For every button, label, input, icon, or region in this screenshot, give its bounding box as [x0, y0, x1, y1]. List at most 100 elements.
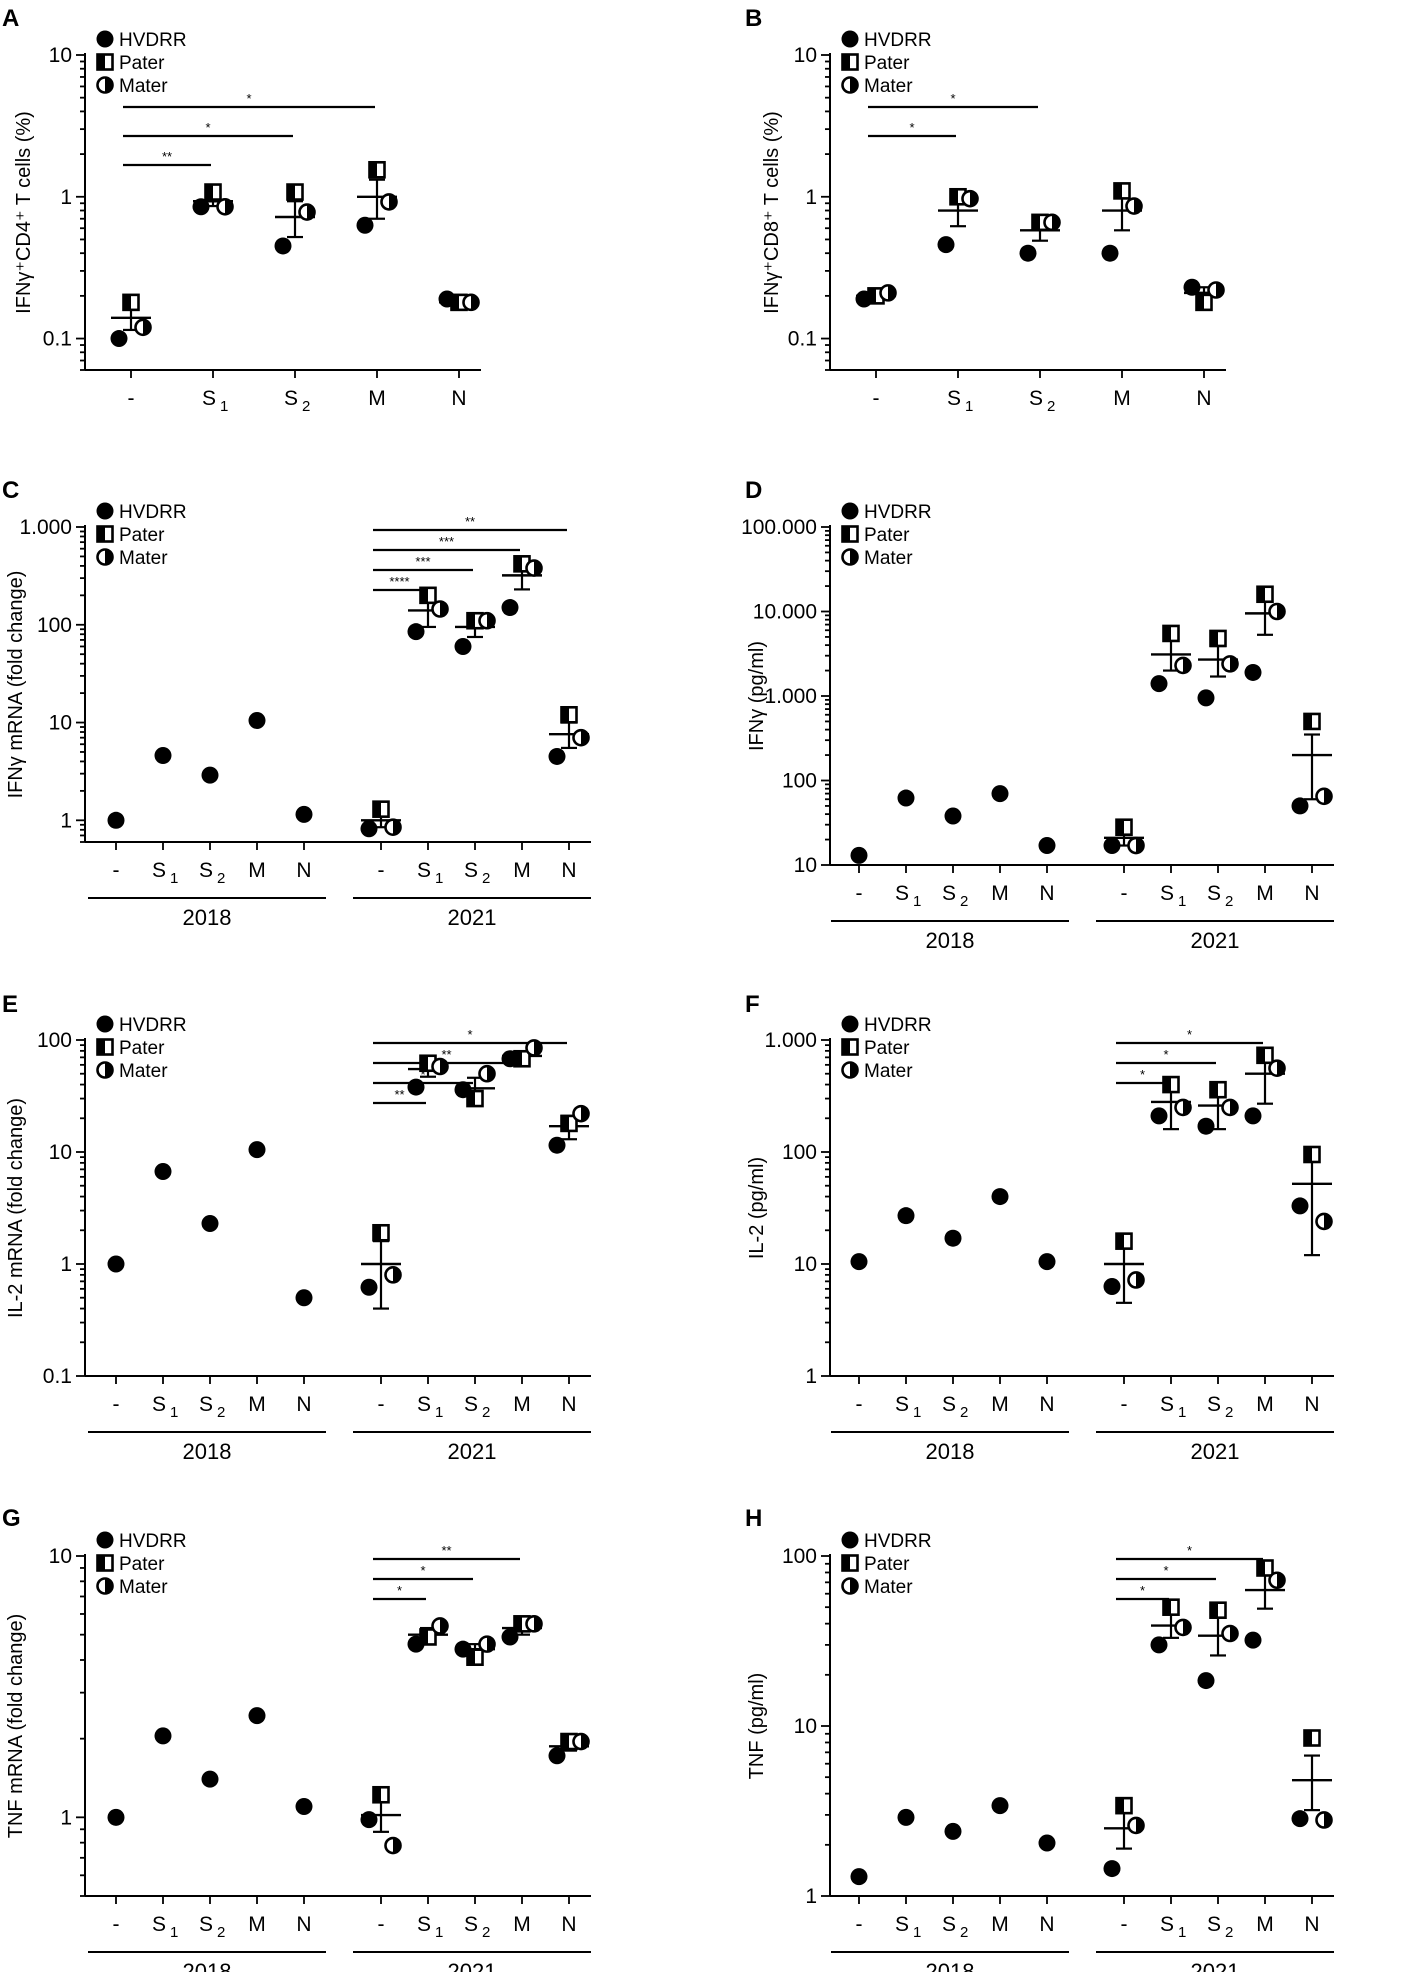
marker-pater-half [373, 801, 381, 817]
marker-hvdrr [897, 1207, 915, 1225]
x-tick-label: S [199, 1913, 213, 1936]
marker-mater [1174, 1618, 1192, 1637]
marker-pater [1256, 1559, 1274, 1577]
x-tick-subscript: 2 [302, 398, 310, 415]
marker-mater [478, 611, 496, 630]
marker-pater-half [1196, 294, 1204, 310]
marker-pater [286, 183, 304, 201]
marker-pater-half [1114, 183, 1122, 199]
marker-hvdrr [96, 1531, 114, 1549]
marker-hvdrr [201, 1214, 219, 1232]
marker-pater [1115, 818, 1133, 837]
marker-pater-half [1116, 1233, 1124, 1249]
x-tick-label: S [464, 1913, 478, 1936]
marker-mater [525, 1615, 543, 1633]
x-tick-label: N [451, 387, 466, 410]
x-tick-label: N [561, 859, 576, 882]
marker-pater-half [373, 1225, 381, 1241]
group-label: 2021 [448, 1959, 497, 1972]
marker-pater [1303, 712, 1321, 731]
marker-pater [1162, 1075, 1180, 1094]
marker-mater [478, 1064, 496, 1083]
significance-label: * [909, 120, 914, 135]
marker-hvdrr [1038, 837, 1056, 855]
marker-hvdrr [991, 1797, 1009, 1815]
marker-pater [1209, 1080, 1227, 1099]
marker-pater-half [1304, 713, 1312, 729]
x-tick-label: S [895, 1393, 909, 1416]
x-tick-subscript: 2 [1225, 893, 1233, 910]
marker-mater [462, 293, 480, 312]
marker-pater [841, 1554, 859, 1572]
legend-item-pater: Pater [841, 53, 910, 74]
marker-mater [1315, 1212, 1333, 1231]
marker-hvdrr [360, 1811, 378, 1829]
legend-label-hvdrr: HVDRR [864, 1531, 932, 1552]
marker-hvdrr [110, 330, 128, 348]
x-tick-subscript: 1 [435, 1404, 443, 1421]
x-tick-label: N [1304, 1393, 1319, 1416]
marker-mater [384, 1266, 402, 1284]
marker-mater [572, 1732, 590, 1751]
marker-mater-half [307, 204, 315, 220]
group-label: 2018 [926, 1959, 975, 1972]
marker-mater-half [487, 613, 495, 629]
marker-hvdrr [841, 502, 859, 520]
legend-item-pater: Pater [841, 1038, 910, 1059]
marker-pater-half [205, 184, 213, 200]
marker-mater-half [471, 294, 479, 310]
x-tick-label: N [1039, 882, 1054, 905]
x-tick-subscript: 1 [913, 1404, 921, 1421]
marker-hvdrr [1103, 1277, 1121, 1295]
panel-label: C [2, 477, 19, 504]
x-tick-label: S [199, 859, 213, 882]
marker-mater [298, 203, 316, 221]
x-tick-label: N [296, 1913, 311, 1936]
marker-mater-half [850, 1062, 858, 1078]
significance-label: * [1187, 1543, 1192, 1558]
x-tick-label: S [942, 1913, 956, 1936]
legend-item-hvdrr: HVDRR [841, 1015, 932, 1036]
marker-mater-half [581, 730, 589, 746]
y-tick-label: 100 [37, 614, 72, 637]
marker-pater-half [1116, 1798, 1124, 1814]
x-tick-label: S [1029, 387, 1043, 410]
mean-sem [1292, 1754, 1332, 1812]
marker-pater-half [1304, 1730, 1312, 1746]
marker-mater-half [393, 1838, 401, 1854]
marker-mater [1221, 1624, 1239, 1643]
marker-mater-half [143, 319, 151, 335]
marker-hvdrr [501, 1628, 519, 1646]
marker-mater [134, 318, 152, 337]
legend-item-mater: Mater [841, 76, 913, 97]
marker-hvdrr [192, 198, 210, 216]
marker-hvdrr [107, 1808, 125, 1826]
marker-mater [841, 76, 859, 94]
x-tick-label: M [513, 859, 531, 882]
marker-mater-half [1052, 214, 1060, 230]
marker-mater-half [1277, 604, 1285, 619]
marker-hvdrr [1244, 663, 1262, 681]
group-label: 2018 [183, 905, 232, 930]
marker-hvdrr [991, 785, 1009, 803]
marker-pater-half [1210, 1602, 1218, 1618]
marker-hvdrr [1291, 1810, 1309, 1828]
marker-hvdrr [991, 1188, 1009, 1206]
marker-pater [96, 1038, 114, 1056]
marker-pater [122, 293, 140, 312]
marker-mater [1043, 213, 1061, 232]
marker-pater [1162, 1598, 1180, 1616]
marker-pater [841, 53, 859, 71]
marker-pater-half [950, 189, 958, 205]
marker-mater [96, 76, 114, 94]
marker-pater-half [561, 1734, 569, 1750]
marker-mater-half [534, 1616, 542, 1632]
marker-mater [384, 1836, 402, 1855]
marker-pater-half [97, 1039, 105, 1055]
x-tick-label: S [947, 387, 961, 410]
x-tick-label: S [895, 1913, 909, 1936]
x-tick-subscript: 1 [435, 1924, 443, 1941]
group-label: 2021 [448, 1439, 497, 1464]
legend-label-mater: Mater [864, 548, 913, 569]
